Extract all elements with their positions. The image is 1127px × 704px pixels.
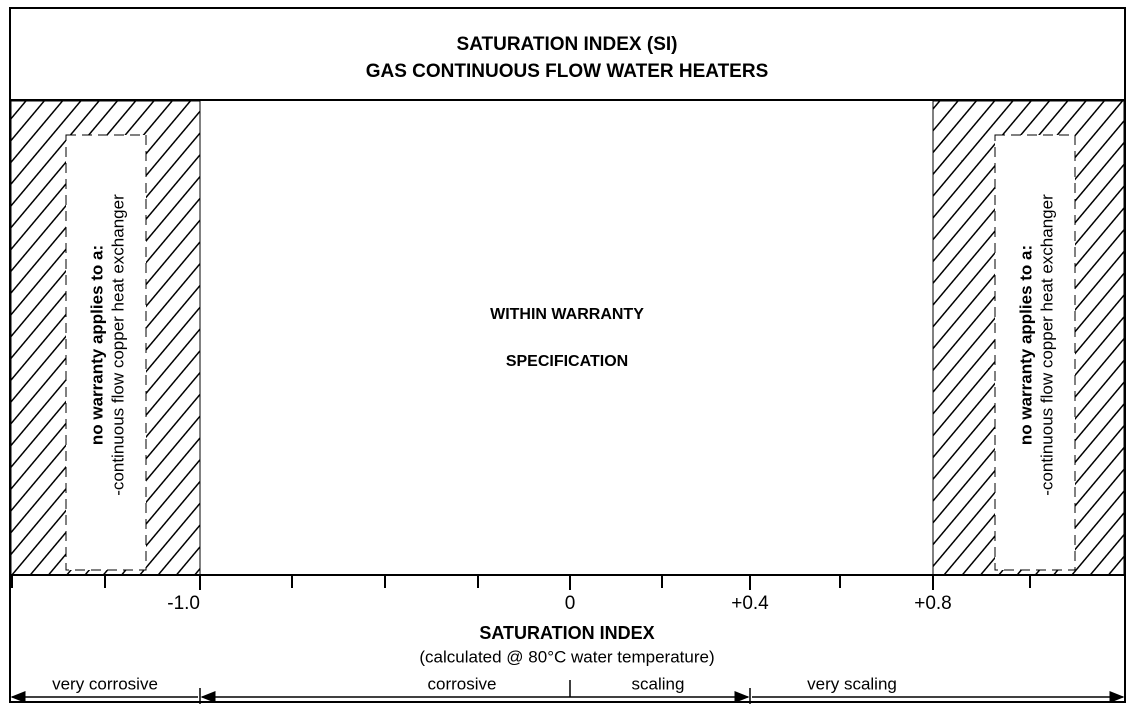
range-label: very corrosive [52,674,158,693]
right-zone-line2: -continuous flow copper heat exchanger [1037,194,1056,496]
center-line2: SPECIFICATION [506,353,628,370]
range-label: very scaling [807,674,897,693]
title: SATURATION INDEX (SI) [457,34,678,55]
left-label-box [65,134,147,571]
axis-subtitle: (calculated @ 80°C water temperature) [419,647,714,666]
left-zone-line2: -continuous flow copper heat exchanger [108,194,127,496]
tick-label: +0.8 [914,593,952,614]
tick-label: +0.4 [731,593,769,614]
range-label: scaling [632,674,685,693]
range-label: corrosive [428,674,497,693]
subtitle: GAS CONTINUOUS FLOW WATER HEATERS [366,61,769,82]
ticks [11,575,1031,590]
tick-label: -1.0 [167,593,200,614]
axis-title: SATURATION INDEX [479,623,654,643]
center-line1: WITHIN WARRANTY [490,306,644,323]
tick-label: 0 [565,593,576,614]
left-zone-line1: no warranty applies to a: [87,245,106,445]
range-arrows [10,680,1125,704]
right-zone-line1: no warranty applies to a: [1016,245,1035,445]
right-label-box [994,134,1076,571]
